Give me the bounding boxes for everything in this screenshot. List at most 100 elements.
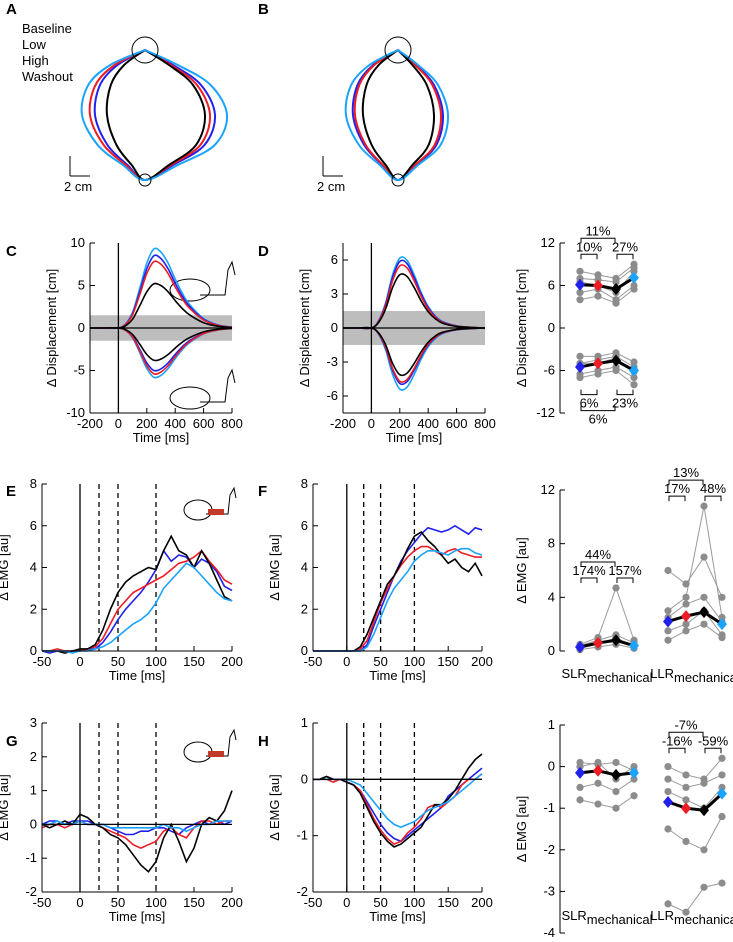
subject-line	[579, 267, 635, 283]
x-axis-label: Time [ms]	[386, 430, 443, 445]
subject-dot	[612, 804, 620, 812]
subject-dot	[700, 620, 708, 628]
subject-line	[667, 816, 723, 851]
subject-dot	[612, 584, 620, 592]
x-tick-label: 400	[417, 416, 439, 431]
comparison-bracket	[580, 253, 598, 260]
subject-dot	[718, 754, 726, 762]
y-tick-label: 3	[331, 286, 338, 301]
subject-line	[667, 610, 723, 636]
y-axis-label: Δ Displacement [cm]	[514, 269, 529, 388]
target-circle	[384, 36, 412, 64]
mean-marker	[575, 766, 585, 779]
comparison-label: 174%	[572, 563, 606, 578]
y-tick-label: -12	[536, 405, 555, 420]
subject-dot	[718, 593, 726, 601]
subject-dot	[718, 812, 726, 821]
panel-letter: B	[258, 1, 269, 18]
y-tick-label: 1	[548, 717, 555, 732]
comparison-label: 6%	[589, 412, 608, 427]
series-line	[313, 773, 483, 846]
subject-dot	[700, 502, 708, 510]
comparison-label: 6%	[580, 396, 599, 411]
arm-icon	[200, 260, 236, 296]
subject-dot	[630, 775, 638, 783]
panel-letter: G	[6, 733, 18, 750]
subject-dot	[576, 274, 584, 283]
comparison-label: 48%	[700, 481, 726, 496]
mean-marker	[575, 640, 585, 653]
x-tick-label: -50	[33, 895, 52, 910]
x-tick-label: 100	[145, 654, 167, 669]
mean-marker	[611, 283, 621, 296]
subject-line	[667, 596, 723, 622]
x-tick-label: 0	[343, 895, 350, 910]
y-tick-label: -6	[543, 363, 555, 378]
mean-marker	[663, 795, 673, 808]
x-tick-label: 150	[437, 654, 459, 669]
y-tick-label: -2	[543, 842, 555, 857]
x-tick-label: 50	[111, 895, 125, 910]
subject-dot	[576, 370, 584, 378]
subject-line	[579, 366, 635, 379]
y-tick-label: 0	[548, 320, 555, 335]
y-tick-label: -4	[543, 925, 555, 940]
subject-dot	[594, 366, 602, 375]
comparison-bracket	[668, 495, 686, 502]
y-axis-label: Δ Displacement [cm]	[44, 269, 59, 388]
group-label: LLR	[650, 666, 674, 681]
mean-marker	[593, 279, 603, 292]
x-axis-label: Time [ms]	[369, 668, 426, 683]
mean-line	[579, 638, 635, 649]
mean-marker	[575, 360, 585, 373]
arm-icon	[169, 386, 211, 410]
subject-line	[579, 761, 635, 772]
series-line	[90, 282, 233, 329]
subject-dot	[718, 879, 726, 887]
comparison-bracket	[580, 237, 616, 244]
y-tick-label: 2	[30, 601, 37, 616]
y-axis-label: Δ EMG [au]	[267, 534, 282, 601]
subject-dot	[576, 296, 584, 304]
x-tick-label: -50	[304, 895, 323, 910]
comparison-label: 157%	[608, 563, 642, 578]
y-tick-label: -10	[66, 405, 85, 420]
subject-dot	[700, 883, 708, 891]
x-tick-label: 800	[474, 416, 496, 431]
comparison-label: 13%	[673, 465, 699, 480]
subject-dot	[594, 800, 602, 808]
arm-icon	[183, 499, 213, 521]
y-tick-label: 4	[301, 560, 308, 575]
mean-marker	[593, 636, 603, 649]
x-tick-label: 200	[136, 416, 158, 431]
subject-dot	[682, 783, 690, 792]
subject-dot	[612, 787, 620, 796]
mean-marker	[593, 764, 603, 777]
comparison-label: -59%	[698, 733, 729, 748]
series-line	[42, 562, 233, 654]
subject-dot	[664, 636, 672, 644]
mean-line	[579, 769, 635, 777]
comparison-bracket	[616, 253, 634, 260]
comparison-bracket	[580, 405, 616, 412]
x-tick-label: 50	[373, 895, 387, 910]
legend-entry: High	[22, 53, 49, 68]
subject-line	[579, 634, 635, 647]
target-circle	[131, 36, 159, 64]
subject-dot	[718, 771, 726, 779]
y-tick-label: -2	[296, 884, 308, 899]
mean-marker	[717, 787, 727, 800]
x-tick-label: 150	[437, 895, 459, 910]
group-label-sub: mechanical	[674, 912, 733, 927]
y-tick-label: 0	[548, 759, 555, 774]
y-tick-label: 0	[331, 320, 338, 335]
subject-dot	[682, 837, 690, 846]
subject-line	[667, 506, 723, 618]
y-tick-label: -1	[543, 800, 555, 815]
comparison-bracket	[616, 577, 634, 583]
subject-line	[579, 586, 635, 645]
x-tick-label: 200	[389, 416, 411, 431]
arm-icon	[169, 278, 211, 302]
x-tick-label: 800	[221, 416, 243, 431]
subject-dot	[682, 771, 690, 779]
